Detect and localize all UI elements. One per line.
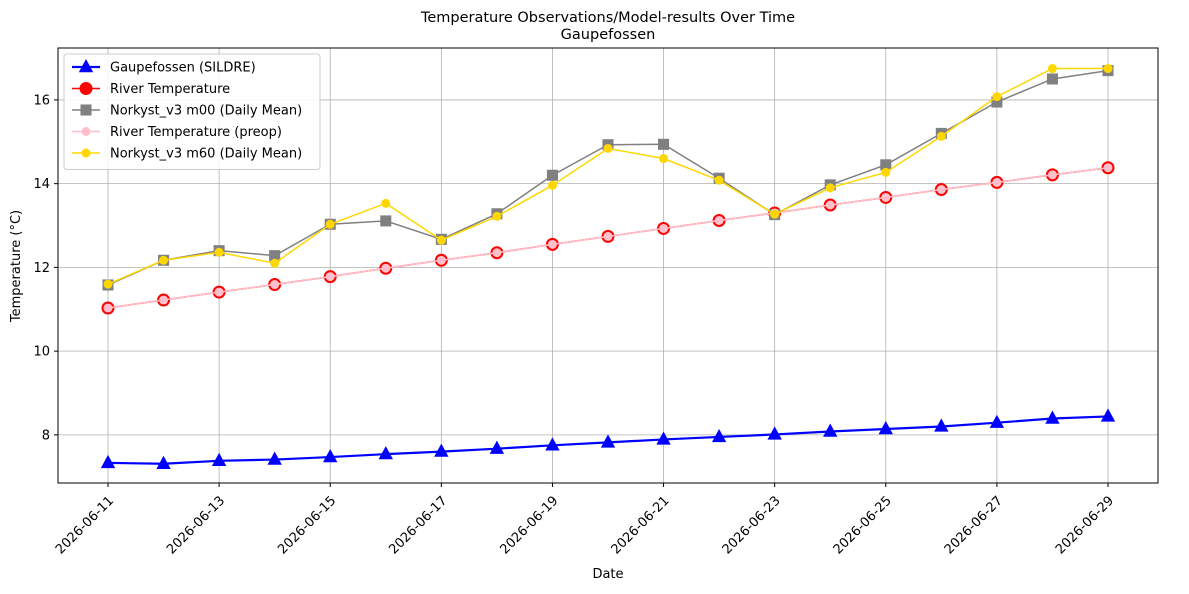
legend-marker bbox=[79, 82, 93, 95]
marker bbox=[659, 154, 669, 164]
marker bbox=[880, 159, 892, 171]
y-tick-label: 14 bbox=[33, 177, 50, 192]
marker bbox=[381, 198, 391, 208]
marker bbox=[881, 192, 891, 202]
y-axis-label: Temperature (°C) bbox=[9, 210, 24, 323]
marker bbox=[989, 414, 1005, 428]
marker bbox=[436, 235, 446, 245]
legend-marker bbox=[81, 127, 91, 136]
marker bbox=[934, 418, 949, 432]
marker bbox=[381, 263, 391, 273]
marker bbox=[1047, 64, 1057, 74]
marker bbox=[159, 295, 169, 305]
marker bbox=[878, 420, 893, 435]
legend-marker bbox=[78, 59, 94, 73]
marker bbox=[823, 423, 838, 437]
series bbox=[103, 64, 1113, 289]
marker bbox=[270, 258, 280, 268]
legend-label: River Temperature (preop) bbox=[110, 125, 282, 140]
marker bbox=[714, 215, 724, 225]
marker bbox=[547, 239, 557, 249]
x-tick-label: 2026-06-25 bbox=[831, 493, 895, 557]
marker bbox=[211, 452, 227, 467]
marker bbox=[103, 303, 113, 313]
marker bbox=[767, 426, 782, 440]
x-tick-label: 2026-06-27 bbox=[942, 493, 1006, 557]
marker bbox=[603, 231, 613, 241]
marker bbox=[214, 247, 224, 257]
chart-subtitle: Gaupefossen bbox=[561, 27, 656, 43]
plot-frame bbox=[57, 47, 1159, 484]
x-tick-label: 2026-06-23 bbox=[720, 493, 784, 557]
marker bbox=[1103, 64, 1113, 74]
y-tick-label: 12 bbox=[33, 261, 50, 276]
marker bbox=[546, 169, 558, 181]
marker bbox=[103, 279, 113, 289]
x-tick-label: 2026-06-19 bbox=[497, 493, 561, 557]
y-tick-label: 10 bbox=[33, 345, 50, 360]
marker bbox=[992, 177, 1002, 187]
marker bbox=[492, 211, 502, 221]
y-tick-label: 16 bbox=[33, 93, 50, 108]
legend-marker bbox=[80, 104, 92, 116]
marker bbox=[159, 255, 169, 265]
marker bbox=[991, 96, 1003, 108]
marker bbox=[545, 437, 560, 451]
x-tick-label: 2026-06-21 bbox=[609, 493, 673, 557]
marker bbox=[600, 434, 616, 448]
marker bbox=[711, 428, 727, 443]
legend-label: Gaupefossen (SILDRE) bbox=[110, 61, 256, 76]
marker bbox=[603, 143, 613, 153]
marker bbox=[269, 250, 281, 262]
marker bbox=[323, 449, 338, 463]
marker bbox=[992, 92, 1002, 102]
marker bbox=[659, 223, 669, 233]
marker bbox=[378, 446, 393, 460]
y-tick-label: 8 bbox=[42, 428, 50, 443]
x-tick-label: 2026-06-13 bbox=[164, 493, 228, 557]
marker bbox=[1045, 410, 1060, 424]
marker bbox=[100, 454, 116, 469]
legend-label: Norkyst_v3 m00 (Daily Mean) bbox=[110, 104, 302, 119]
legend-box bbox=[63, 53, 321, 170]
series bbox=[100, 408, 1116, 469]
marker bbox=[825, 183, 835, 193]
marker bbox=[214, 287, 224, 297]
chart-title: Temperature Observations/Model-results O… bbox=[420, 10, 795, 26]
marker bbox=[270, 280, 280, 290]
marker bbox=[267, 451, 282, 465]
marker bbox=[380, 215, 392, 227]
marker bbox=[434, 443, 449, 457]
marker bbox=[936, 131, 946, 141]
marker bbox=[1103, 163, 1113, 173]
x-tick-label: 2026-06-15 bbox=[275, 493, 339, 557]
marker bbox=[325, 219, 335, 229]
marker bbox=[825, 200, 835, 210]
marker bbox=[936, 185, 946, 195]
marker bbox=[881, 167, 891, 177]
legend-label: Norkyst_v3 m60 (Daily Mean) bbox=[110, 147, 302, 162]
marker bbox=[489, 440, 505, 454]
x-axis-label: Date bbox=[592, 567, 623, 582]
marker bbox=[1100, 408, 1116, 422]
marker bbox=[714, 175, 724, 185]
marker bbox=[770, 209, 780, 219]
marker bbox=[547, 180, 557, 190]
marker bbox=[658, 138, 670, 150]
x-tick-label: 2026-06-29 bbox=[1053, 493, 1117, 557]
marker bbox=[156, 455, 171, 469]
marker bbox=[436, 255, 446, 265]
marker bbox=[1047, 170, 1057, 180]
legend-label: River Temperature bbox=[110, 82, 230, 97]
x-tick-label: 2026-06-11 bbox=[53, 493, 117, 557]
marker bbox=[325, 272, 335, 282]
marker bbox=[656, 431, 671, 445]
marker bbox=[1046, 73, 1058, 85]
legend-marker bbox=[81, 148, 91, 158]
x-tick-label: 2026-06-17 bbox=[386, 493, 450, 557]
series bbox=[103, 163, 1113, 313]
marker bbox=[492, 248, 502, 258]
